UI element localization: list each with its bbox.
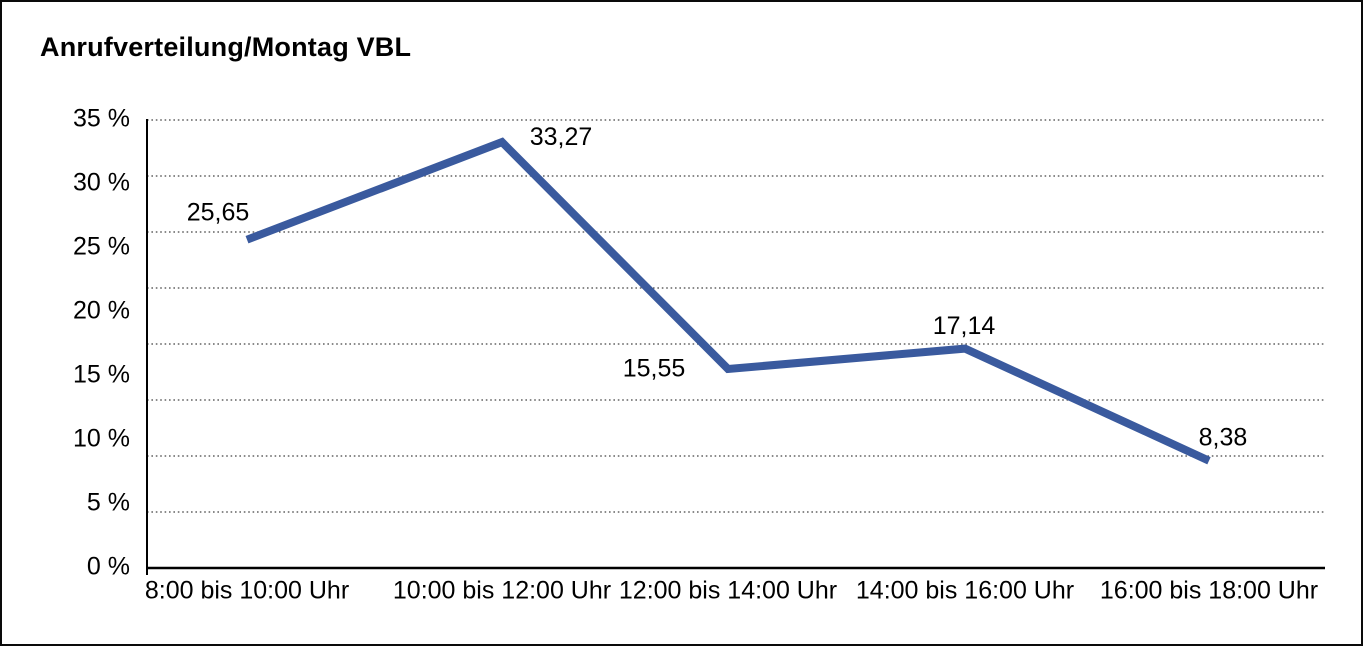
data-point-label: 17,14 [933, 312, 996, 340]
y-axis-tick-label: 15 % [73, 361, 130, 389]
x-axis-category-label: 12:00 bis 14:00 Uhr [619, 577, 837, 605]
data-point-label: 15,55 [623, 355, 686, 383]
data-point-label: 33,27 [530, 123, 593, 151]
data-point-label: 25,65 [187, 198, 250, 226]
y-axis-tick-label: 30 % [73, 169, 130, 197]
x-axis-category-label: 14:00 bis 16:00 Uhr [856, 577, 1074, 605]
x-axis-category-label: 10:00 bis 12:00 Uhr [393, 577, 611, 605]
y-axis-tick-label: 5 % [87, 489, 130, 517]
y-axis-tick-label: 10 % [73, 425, 130, 453]
y-axis-tick-label: 0 % [87, 553, 130, 581]
y-axis-tick-label: 35 % [73, 105, 130, 133]
y-axis-tick-label: 20 % [73, 297, 130, 325]
y-axis-tick-label: 25 % [73, 233, 130, 261]
chart-title: Anrufverteilung/Montag VBL [40, 32, 412, 62]
data-series-line [245, 137, 1211, 465]
data-point-label: 8,38 [1199, 423, 1248, 451]
x-axis-category-label: 16:00 bis 18:00 Uhr [1100, 577, 1318, 605]
x-axis-category-label: 8:00 bis 10:00 Uhr [145, 577, 349, 605]
